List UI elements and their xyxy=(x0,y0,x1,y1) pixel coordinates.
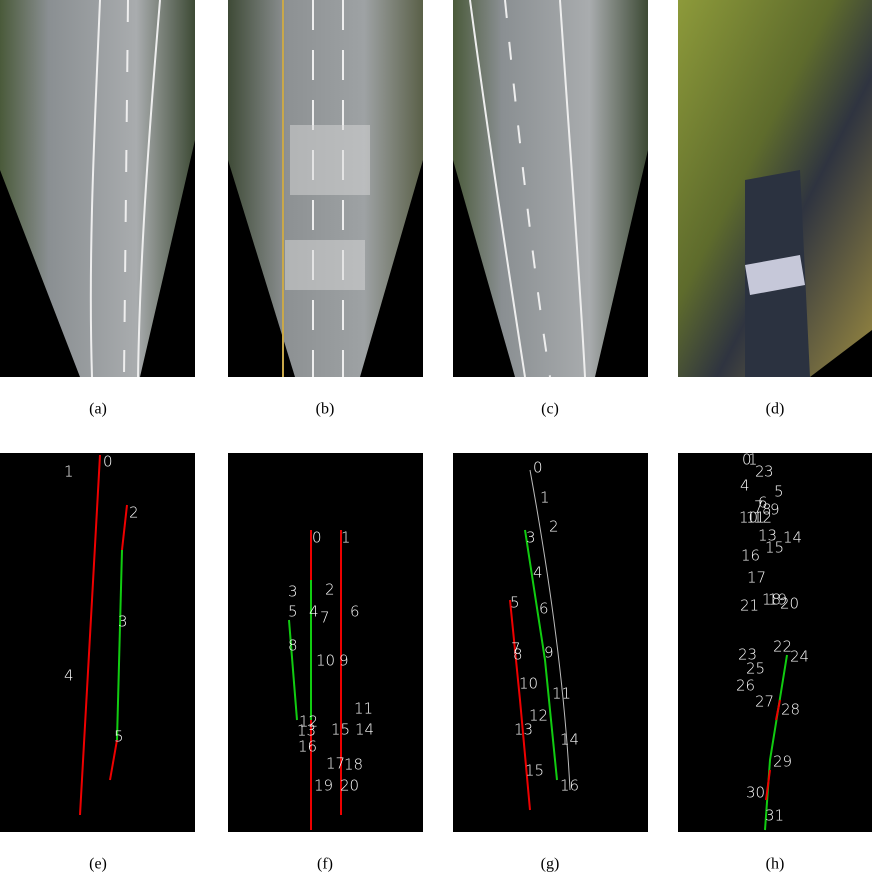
line-label: 3 xyxy=(288,583,298,601)
line-label: 18 xyxy=(344,756,363,774)
line-label: 8 xyxy=(288,637,298,655)
line-label: 2 xyxy=(129,504,139,522)
line-label: 15 xyxy=(765,539,784,557)
line-label: 0 xyxy=(533,459,543,477)
line-label: 5 xyxy=(774,483,784,501)
line-label: 2 xyxy=(549,518,559,536)
line-label: 17 xyxy=(747,569,766,587)
line-label: 2 xyxy=(325,581,335,599)
line-label: 28 xyxy=(781,701,800,719)
line-label: 17 xyxy=(326,755,345,773)
caption: (e) xyxy=(89,856,107,873)
caption: (c) xyxy=(541,401,559,418)
line-label: 24 xyxy=(790,648,809,666)
line-label: 15 xyxy=(331,721,350,739)
result-g xyxy=(453,453,648,832)
caption: (h) xyxy=(766,856,785,873)
line-label: 26 xyxy=(736,677,755,695)
line-label: 1 xyxy=(64,463,74,481)
line-label: 11 xyxy=(552,685,571,703)
line-label: 10 xyxy=(519,675,538,693)
photo-a xyxy=(0,0,195,377)
line-label: 21 xyxy=(740,597,759,615)
line-label: 16 xyxy=(741,547,760,565)
line-label: 20 xyxy=(780,595,799,613)
line-label: 16 xyxy=(560,777,579,795)
line-label: 16 xyxy=(298,738,317,756)
line-label: 7 xyxy=(320,609,330,627)
line-label: 4 xyxy=(64,667,74,685)
photo-d xyxy=(678,0,872,377)
line-label: 0 xyxy=(312,529,322,547)
line-label: 31 xyxy=(765,807,784,825)
line-label: 19 xyxy=(314,777,333,795)
caption: (g) xyxy=(541,856,560,873)
line-label: 0 xyxy=(103,453,113,471)
line-label: 5 xyxy=(288,603,298,621)
line-label: 8 xyxy=(513,646,523,664)
line-label: 1 xyxy=(341,529,351,547)
line-label: 9 xyxy=(339,652,349,670)
caption: (f) xyxy=(317,856,333,873)
line-label: 1 xyxy=(540,489,550,507)
line-label: 11 xyxy=(354,700,373,718)
line-label: 3 xyxy=(764,463,774,481)
line-label: 30 xyxy=(746,784,765,802)
line-label: 20 xyxy=(340,777,359,795)
caption: (a) xyxy=(89,401,107,418)
line-label: 14 xyxy=(783,529,802,547)
photo-b xyxy=(228,0,423,377)
figure: (a)(b)(c)(d)(e)012345(f)0123547681091112… xyxy=(0,0,872,882)
line-label: 10 xyxy=(316,652,335,670)
line-label: 27 xyxy=(755,693,774,711)
line-label: 15 xyxy=(525,762,544,780)
photo-c xyxy=(453,0,648,377)
result-e xyxy=(0,453,195,832)
line-label: 4 xyxy=(740,477,750,495)
line-label: 6 xyxy=(539,600,549,618)
line-label: 6 xyxy=(350,603,360,621)
line-label: 3 xyxy=(118,613,128,631)
line-label: 4 xyxy=(533,564,543,582)
line-label: 12 xyxy=(753,509,772,527)
line-label: 29 xyxy=(773,753,792,771)
line-label: 3 xyxy=(526,529,536,547)
line-label: 14 xyxy=(355,721,374,739)
line-label: 14 xyxy=(560,731,579,749)
line-label: 9 xyxy=(544,644,554,662)
result-f xyxy=(228,453,423,832)
line-label: 5 xyxy=(114,728,124,746)
line-label: 5 xyxy=(510,594,520,612)
caption: (d) xyxy=(766,401,785,418)
caption: (b) xyxy=(316,401,335,418)
line-label: 13 xyxy=(514,721,533,739)
line-label: 4 xyxy=(309,603,319,621)
line-label: 25 xyxy=(746,660,765,678)
